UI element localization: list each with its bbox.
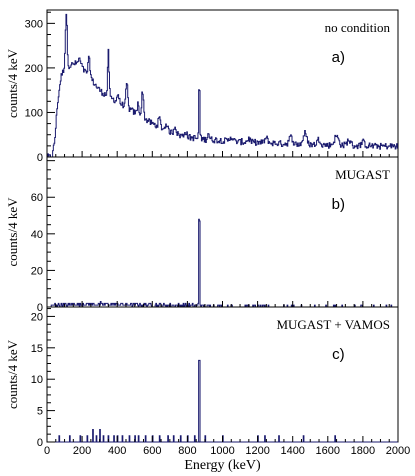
spectrum-histogram (47, 13, 398, 158)
panel-label: b) (332, 196, 345, 213)
x-tick-label: 1200 (245, 445, 269, 457)
condition-label: MUGAST (335, 167, 390, 182)
panel-1: 0 100 200 300 counts/4 keV no condition a) (5, 9, 399, 164)
x-axis-label: Energy (keV) (184, 458, 261, 473)
x-tick-label: 400 (108, 445, 126, 457)
y-tick-label: 300 (25, 18, 43, 30)
y-tick-label: 20 (31, 265, 43, 277)
x-tick-label: 1600 (316, 445, 340, 457)
y-tick-label: 100 (25, 107, 43, 119)
panel-label: c) (332, 346, 345, 363)
x-tick-label: 1000 (210, 445, 234, 457)
panel-label: a) (332, 49, 345, 66)
y-axis-label: counts/4 keV (5, 48, 20, 118)
panel-2: 0 20 40 60 counts/4 keV MUGAST b) (5, 156, 399, 314)
spectrum-histogram (47, 359, 398, 443)
y-tick-label: 0 (37, 302, 43, 314)
y-axis-label: counts/4 keV (5, 197, 20, 267)
x-tick-label: 200 (73, 445, 91, 457)
y-tick-label: 5 (37, 406, 43, 418)
x-tick-label: 600 (143, 445, 161, 457)
y-tick-label: 0 (37, 437, 43, 449)
y-tick-label: 10 (31, 374, 43, 386)
y-tick-label: 20 (31, 311, 43, 323)
y-tick-label: 40 (31, 229, 43, 241)
y-tick-label: 15 (31, 343, 43, 355)
condition-label: no condition (325, 20, 391, 35)
x-tick-label: 0 (44, 445, 50, 457)
y-axis-label: counts/4 keV (5, 339, 20, 409)
x-tick-label: 2000 (386, 445, 410, 457)
plot-frame (46, 306, 399, 443)
x-tick-label: 1800 (351, 445, 375, 457)
plot-frame (46, 9, 399, 158)
condition-label: MUGAST + VAMOS (276, 317, 390, 332)
y-tick-label: 60 (31, 192, 43, 204)
x-tick-label: 1400 (280, 445, 304, 457)
y-tick-label: 0 (37, 152, 43, 164)
plot-frame (46, 156, 399, 308)
x-tick-label: 800 (178, 445, 196, 457)
y-tick-label: 200 (25, 63, 43, 75)
